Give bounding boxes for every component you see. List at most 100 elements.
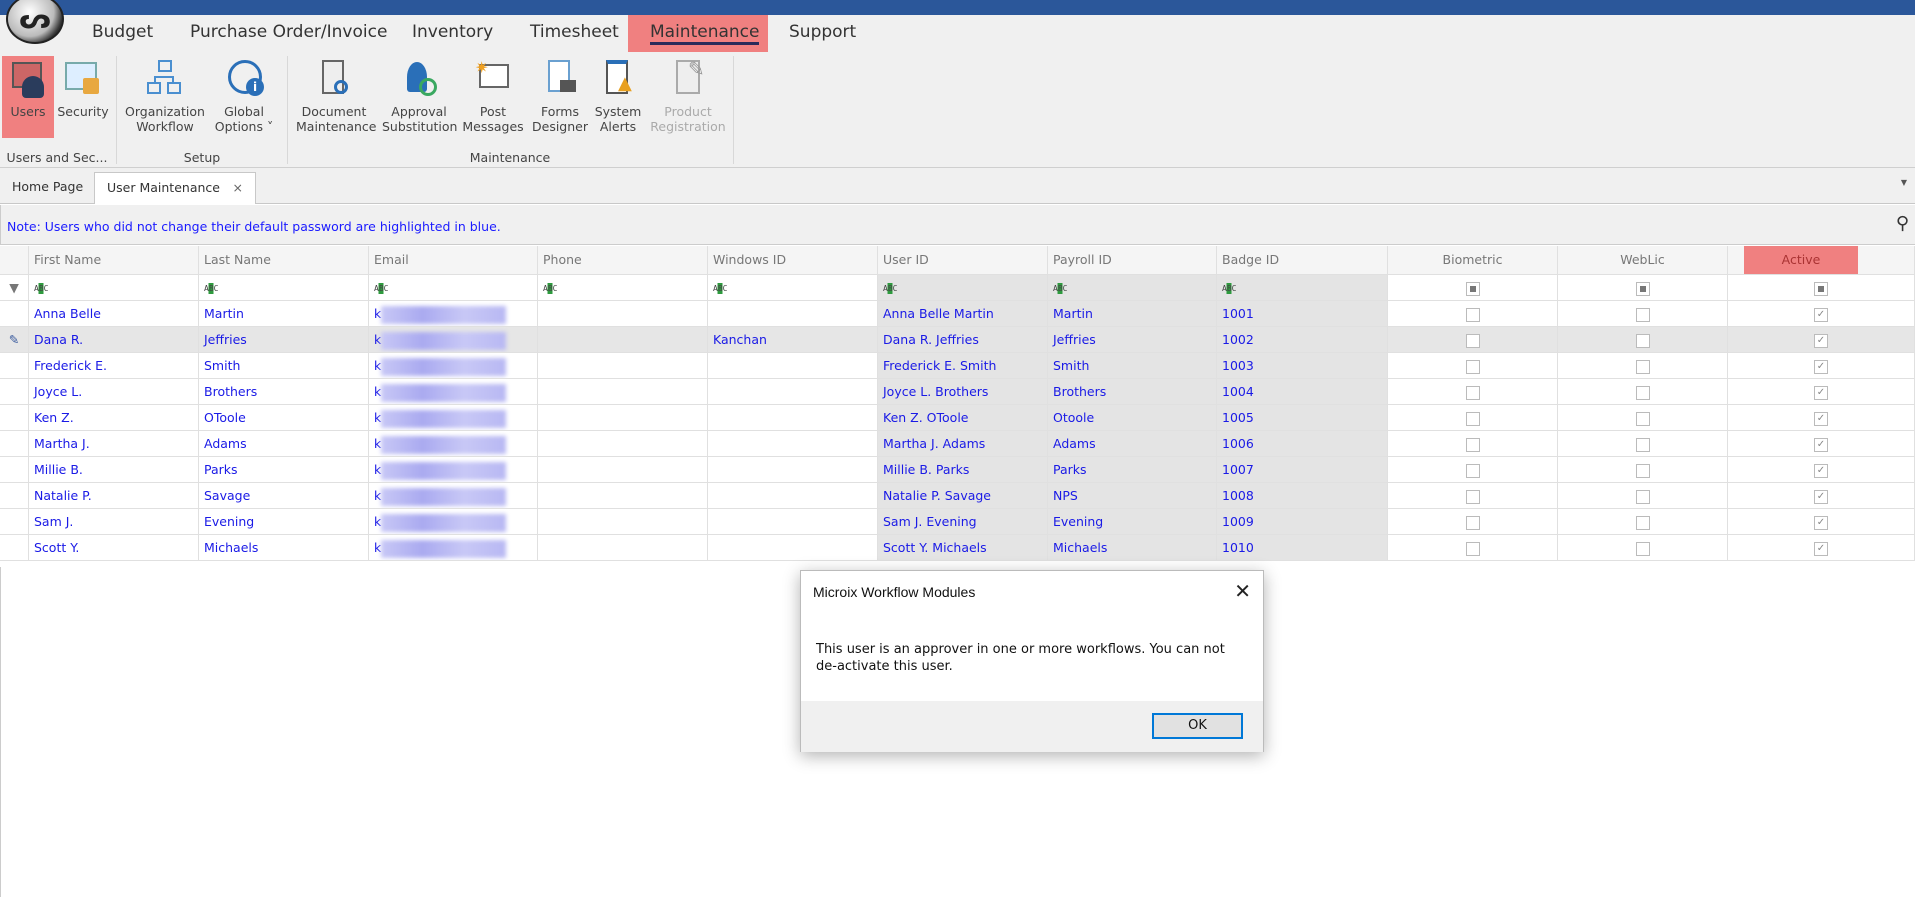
cell-active[interactable]: ✓ — [1728, 483, 1915, 508]
checkbox-biometric[interactable] — [1465, 489, 1480, 504]
document-maintenance-button[interactable]: Document Maintenance — [296, 56, 377, 138]
product-registration-button[interactable]: ✎ Product Registration — [650, 56, 726, 138]
menu-tab-support[interactable]: Support — [767, 15, 878, 52]
cell-email[interactable]: k — [369, 353, 538, 378]
column-header-payroll-id[interactable]: Payroll ID — [1048, 246, 1217, 274]
cell-user-id[interactable]: Martha J. Adams — [878, 431, 1048, 456]
cell-last-name[interactable]: Adams — [199, 431, 369, 456]
table-row[interactable]: Joyce L. Brothers k Joyce L. Brothers Brothe… — [0, 379, 1915, 405]
cell-user-id[interactable]: Joyce L. Brothers — [878, 379, 1048, 404]
tab-home-page[interactable]: Home Page — [0, 172, 97, 204]
global-options-button[interactable]: i Global Options ˅ — [210, 56, 278, 138]
checkbox-biometric[interactable] — [1465, 515, 1480, 530]
checkbox-biometric[interactable] — [1465, 385, 1480, 400]
cell-user-id[interactable]: Dana R. Jeffries — [878, 327, 1048, 352]
cell-payroll-id[interactable]: NPS — [1048, 483, 1217, 508]
cell-active[interactable]: ✓ — [1728, 327, 1915, 352]
cell-user-id[interactable]: Sam J. Evening — [878, 509, 1048, 534]
cell-first-name[interactable]: Dana R. — [29, 327, 199, 352]
cell-weblic[interactable] — [1558, 379, 1728, 404]
cell-phone[interactable] — [538, 353, 708, 378]
forms-designer-button[interactable]: Forms Designer — [530, 56, 590, 138]
filter-user-id[interactable]: ABC — [878, 275, 1048, 300]
table-row[interactable]: Millie B. Parks k Millie B. Parks Parks 1007 ✓ — [0, 457, 1915, 483]
cell-badge-id[interactable]: 1003 — [1217, 353, 1388, 378]
cell-badge-id[interactable]: 1009 — [1217, 509, 1388, 534]
cell-weblic[interactable] — [1558, 327, 1728, 352]
cell-last-name[interactable]: Brothers — [199, 379, 369, 404]
cell-biometric[interactable] — [1388, 405, 1558, 430]
checkbox-biometric[interactable] — [1465, 411, 1480, 426]
cell-windows-id[interactable] — [708, 483, 878, 508]
cell-first-name[interactable]: Frederick E. — [29, 353, 199, 378]
checkbox-active[interactable]: ✓ — [1814, 489, 1828, 504]
cell-biometric[interactable] — [1388, 509, 1558, 534]
cell-phone[interactable] — [538, 483, 708, 508]
checkbox-weblic[interactable] — [1635, 515, 1650, 530]
cell-weblic[interactable] — [1558, 353, 1728, 378]
cell-biometric[interactable] — [1388, 301, 1558, 326]
table-row[interactable]: Anna Belle Martin k Anna Belle Martin Martin… — [0, 301, 1915, 327]
cell-windows-id[interactable] — [708, 353, 878, 378]
filter-first-name[interactable]: ABC — [29, 275, 199, 300]
filter-windows-id[interactable]: ABC — [708, 275, 878, 300]
checkbox-biometric[interactable] — [1465, 437, 1480, 452]
cell-phone[interactable] — [538, 457, 708, 482]
column-header-badge-id[interactable]: Badge ID — [1217, 246, 1388, 274]
column-header-last-name[interactable]: Last Name — [199, 246, 369, 274]
cell-active[interactable]: ✓ — [1728, 405, 1915, 430]
cell-email[interactable]: k — [369, 301, 538, 326]
filter-active[interactable] — [1728, 275, 1915, 300]
cell-badge-id[interactable]: 1007 — [1217, 457, 1388, 482]
menu-tab-purchase-order[interactable]: Purchase Order/Invoice — [168, 15, 409, 52]
cell-payroll-id[interactable]: Evening — [1048, 509, 1217, 534]
cell-windows-id[interactable] — [708, 535, 878, 560]
system-alerts-button[interactable]: ▲ System Alerts — [592, 56, 644, 138]
cell-first-name[interactable]: Scott Y. — [29, 535, 199, 560]
cell-payroll-id[interactable]: Otoole — [1048, 405, 1217, 430]
cell-last-name[interactable]: Michaels — [199, 535, 369, 560]
cell-payroll-id[interactable]: Michaels — [1048, 535, 1217, 560]
column-header-user-id[interactable]: User ID — [878, 246, 1048, 274]
column-header-windows-id[interactable]: Windows ID — [708, 246, 878, 274]
checkbox-weblic[interactable] — [1635, 489, 1650, 504]
cell-last-name[interactable]: Evening — [199, 509, 369, 534]
cell-active[interactable]: ✓ — [1728, 535, 1915, 560]
checkbox-active[interactable]: ✓ — [1814, 359, 1828, 374]
filter-checkbox[interactable] — [1814, 281, 1828, 296]
table-row[interactable]: Scott Y. Michaels k Scott Y. Michaels Michae… — [0, 535, 1915, 561]
checkbox-biometric[interactable] — [1465, 463, 1480, 478]
checkbox-weblic[interactable] — [1635, 359, 1650, 374]
cell-biometric[interactable] — [1388, 457, 1558, 482]
cell-payroll-id[interactable]: Parks — [1048, 457, 1217, 482]
checkbox-active[interactable]: ✓ — [1814, 333, 1828, 348]
post-messages-button[interactable]: ✷ Post Messages — [462, 56, 524, 138]
cell-windows-id[interactable] — [708, 405, 878, 430]
checkbox-active[interactable]: ✓ — [1814, 385, 1828, 400]
column-header-active[interactable]: Active — [1728, 246, 1915, 274]
cell-phone[interactable] — [538, 379, 708, 404]
search-icon[interactable]: ⚲ — [1895, 213, 1909, 234]
cell-phone[interactable] — [538, 301, 708, 326]
cell-badge-id[interactable]: 1008 — [1217, 483, 1388, 508]
cell-payroll-id[interactable]: Jeffries — [1048, 327, 1217, 352]
table-row[interactable]: Sam J. Evening k Sam J. Evening Evening 1009 ✓ — [0, 509, 1915, 535]
cell-badge-id[interactable]: 1001 — [1217, 301, 1388, 326]
table-row[interactable]: Martha J. Adams k Martha J. Adams Adams 1006 ✓ — [0, 431, 1915, 457]
cell-windows-id[interactable] — [708, 457, 878, 482]
menu-tab-inventory[interactable]: Inventory — [390, 15, 515, 52]
cell-last-name[interactable]: Smith — [199, 353, 369, 378]
cell-windows-id[interactable] — [708, 379, 878, 404]
cell-active[interactable]: ✓ — [1728, 353, 1915, 378]
cell-biometric[interactable] — [1388, 535, 1558, 560]
filter-phone[interactable]: ABC — [538, 275, 708, 300]
checkbox-weblic[interactable] — [1635, 385, 1650, 400]
filter-weblic[interactable] — [1558, 275, 1728, 300]
cell-user-id[interactable]: Frederick E. Smith — [878, 353, 1048, 378]
checkbox-biometric[interactable] — [1465, 541, 1480, 556]
cell-weblic[interactable] — [1558, 483, 1728, 508]
cell-windows-id[interactable] — [708, 431, 878, 456]
cell-badge-id[interactable]: 1005 — [1217, 405, 1388, 430]
cell-windows-id[interactable]: Kanchan — [708, 327, 878, 352]
organization-workflow-button[interactable]: Organization Workflow — [124, 56, 206, 138]
